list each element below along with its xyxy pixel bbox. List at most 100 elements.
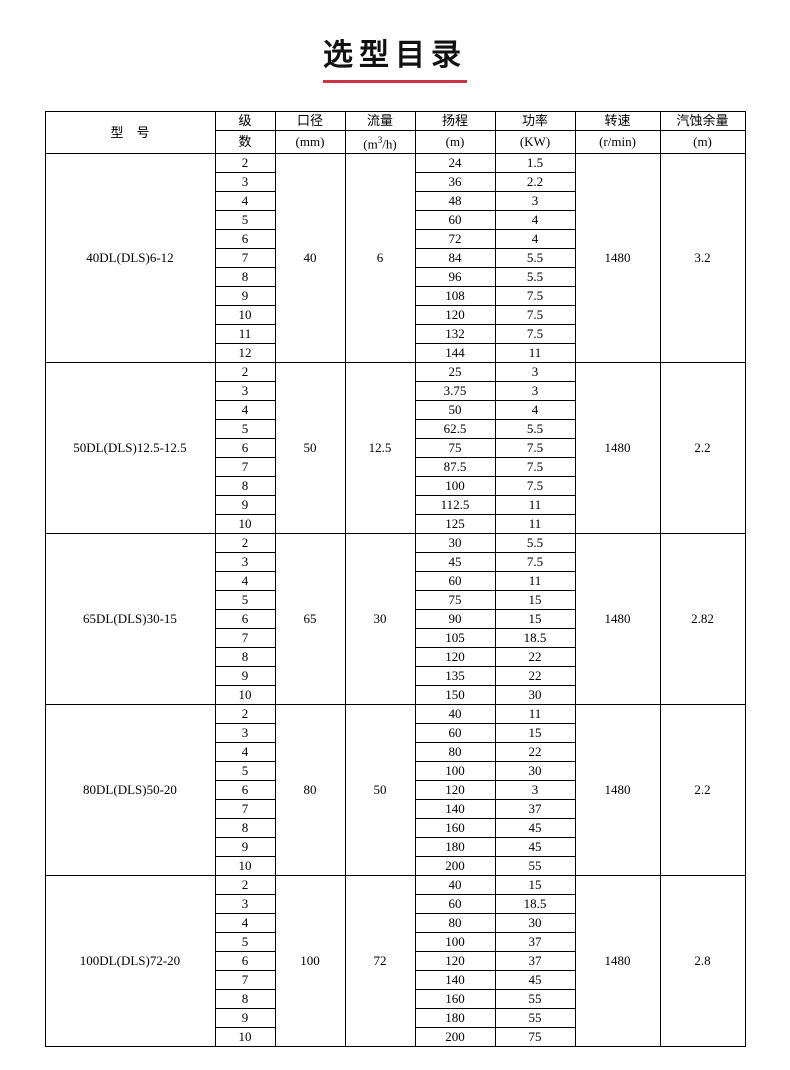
cell-head: 60	[415, 724, 495, 743]
cell-head: 25	[415, 363, 495, 382]
cell-head: 100	[415, 762, 495, 781]
cell-pow: 2.2	[495, 173, 575, 192]
cell-head: 60	[415, 211, 495, 230]
cell-pow: 3	[495, 192, 575, 211]
cell-pow: 5.5	[495, 420, 575, 439]
table-row: 50DL(DLS)12.5-12.525012.525314802.2	[45, 363, 745, 382]
page-title: 选型目录	[323, 30, 467, 83]
cell-pow: 7.5	[495, 458, 575, 477]
col-head-bot: (m)	[415, 131, 495, 154]
cell-head: 180	[415, 1009, 495, 1028]
cell-pow: 15	[495, 876, 575, 895]
cell-stage: 6	[215, 610, 275, 629]
cell-stage: 2	[215, 876, 275, 895]
cell-model: 40DL(DLS)6-12	[45, 154, 215, 363]
cell-dia: 65	[275, 534, 345, 705]
cell-stage: 10	[215, 1028, 275, 1047]
cell-stage: 6	[215, 439, 275, 458]
cell-stage: 3	[215, 895, 275, 914]
cell-flow: 12.5	[345, 363, 415, 534]
cell-dia: 40	[275, 154, 345, 363]
cell-head: 3.75	[415, 382, 495, 401]
cell-pow: 55	[495, 857, 575, 876]
cell-stage: 2	[215, 534, 275, 553]
col-dia-top: 口径	[275, 112, 345, 131]
cell-stage: 2	[215, 363, 275, 382]
cell-pow: 18.5	[495, 895, 575, 914]
cell-head: 24	[415, 154, 495, 173]
table-row: 100DL(DLS)72-20210072401514802.8	[45, 876, 745, 895]
cell-head: 200	[415, 1028, 495, 1047]
cell-stage: 3	[215, 173, 275, 192]
cell-head: 36	[415, 173, 495, 192]
cell-stage: 5	[215, 933, 275, 952]
cell-head: 108	[415, 287, 495, 306]
cell-head: 100	[415, 933, 495, 952]
cell-stage: 10	[215, 515, 275, 534]
cell-pow: 75	[495, 1028, 575, 1047]
cell-head: 80	[415, 914, 495, 933]
cell-stage: 2	[215, 154, 275, 173]
cell-head: 40	[415, 705, 495, 724]
cell-head: 132	[415, 325, 495, 344]
cell-pow: 30	[495, 762, 575, 781]
cell-dia: 50	[275, 363, 345, 534]
cell-pow: 3	[495, 781, 575, 800]
cell-pow: 45	[495, 971, 575, 990]
cell-dia: 100	[275, 876, 345, 1047]
col-model: 型 号	[45, 112, 215, 154]
cell-pow: 15	[495, 724, 575, 743]
cell-stage: 8	[215, 477, 275, 496]
cell-head: 80	[415, 743, 495, 762]
cell-stage: 8	[215, 819, 275, 838]
cell-npsh: 2.2	[660, 705, 745, 876]
cell-model: 100DL(DLS)72-20	[45, 876, 215, 1047]
cell-stage: 4	[215, 192, 275, 211]
cell-stage: 10	[215, 857, 275, 876]
cell-pow: 11	[495, 572, 575, 591]
cell-pow: 5.5	[495, 534, 575, 553]
col-speed-bot: (r/min)	[575, 131, 660, 154]
cell-head: 40	[415, 876, 495, 895]
spec-table: 型 号 级 口径 流量 扬程 功率 转速 汽蚀余量 数 (mm) (m3/h) …	[45, 111, 746, 1047]
cell-stage: 4	[215, 401, 275, 420]
cell-head: 62.5	[415, 420, 495, 439]
cell-head: 30	[415, 534, 495, 553]
cell-pow: 15	[495, 610, 575, 629]
col-flow-top: 流量	[345, 112, 415, 131]
cell-speed: 1480	[575, 705, 660, 876]
cell-flow: 30	[345, 534, 415, 705]
cell-pow: 11	[495, 344, 575, 363]
cell-pow: 55	[495, 1009, 575, 1028]
cell-model: 65DL(DLS)30-15	[45, 534, 215, 705]
cell-pow: 37	[495, 952, 575, 971]
cell-pow: 1.5	[495, 154, 575, 173]
cell-head: 120	[415, 952, 495, 971]
cell-head: 60	[415, 895, 495, 914]
cell-pow: 7.5	[495, 553, 575, 572]
col-pow-bot: (KW)	[495, 131, 575, 154]
cell-pow: 4	[495, 401, 575, 420]
cell-pow: 55	[495, 990, 575, 1009]
cell-stage: 4	[215, 572, 275, 591]
cell-npsh: 2.2	[660, 363, 745, 534]
cell-head: 100	[415, 477, 495, 496]
cell-head: 160	[415, 990, 495, 1009]
cell-head: 84	[415, 249, 495, 268]
cell-stage: 12	[215, 344, 275, 363]
cell-speed: 1480	[575, 154, 660, 363]
cell-stage: 7	[215, 800, 275, 819]
cell-head: 105	[415, 629, 495, 648]
cell-stage: 4	[215, 743, 275, 762]
cell-stage: 5	[215, 762, 275, 781]
cell-pow: 7.5	[495, 477, 575, 496]
cell-stage: 9	[215, 287, 275, 306]
cell-head: 48	[415, 192, 495, 211]
cell-speed: 1480	[575, 534, 660, 705]
cell-npsh: 3.2	[660, 154, 745, 363]
cell-pow: 4	[495, 211, 575, 230]
table-row: 65DL(DLS)30-1526530305.514802.82	[45, 534, 745, 553]
cell-stage: 9	[215, 496, 275, 515]
cell-pow: 11	[495, 705, 575, 724]
cell-pow: 7.5	[495, 325, 575, 344]
